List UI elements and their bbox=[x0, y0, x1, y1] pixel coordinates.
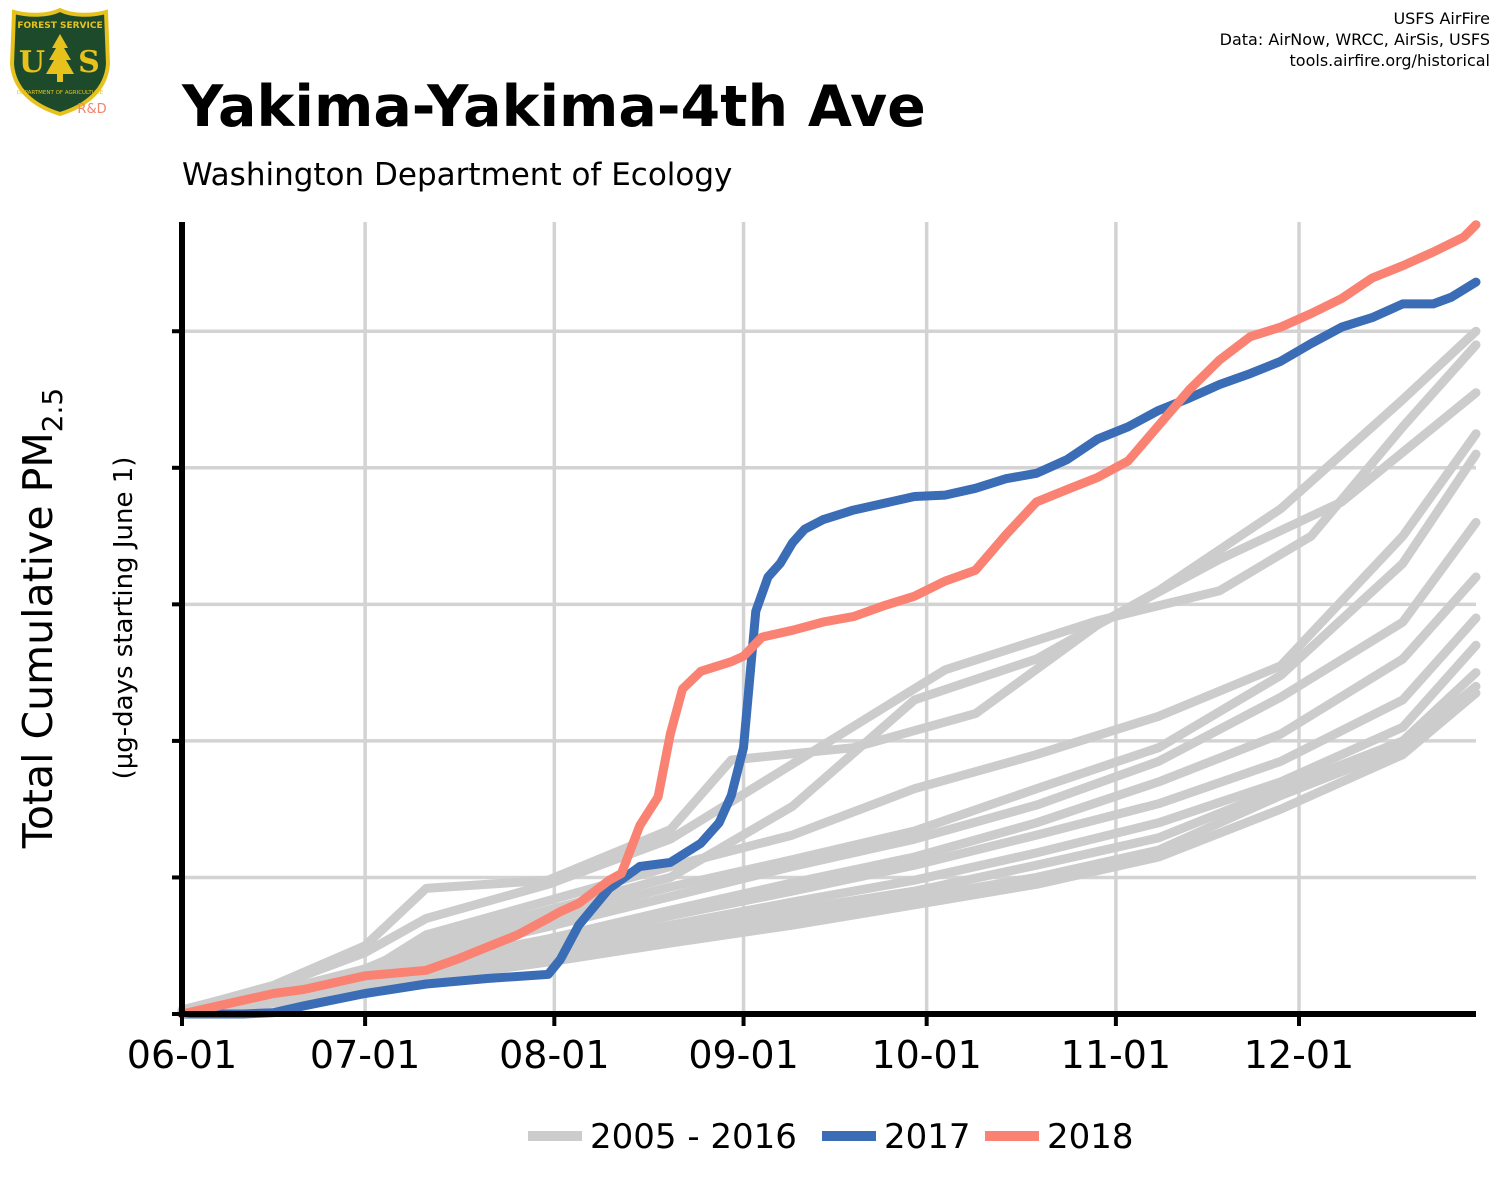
x-tick-label-6: 12-01 bbox=[1244, 1033, 1354, 1077]
chart-title: Yakima-Yakima-4th Ave bbox=[182, 74, 926, 140]
credit-line-2: Data: AirNow, WRCC, AirSis, USFS bbox=[1219, 30, 1490, 49]
axes bbox=[172, 222, 1476, 1026]
series-line-2017 bbox=[177, 277, 1481, 1019]
data-credits: USFS AirFire Data: AirNow, WRCC, AirSis,… bbox=[1220, 8, 1490, 71]
legend-label-0: 2005 - 2016 bbox=[590, 1117, 797, 1157]
credit-line-1: USFS AirFire bbox=[1393, 9, 1490, 28]
legend-label-2: 2018 bbox=[1047, 1117, 1134, 1157]
logo-tree-icon bbox=[46, 34, 74, 74]
forest-service-shield-icon: FOREST SERVICE U S DEPARTMENT OF AGRICUL… bbox=[9, 7, 111, 117]
y-axis-units: (µg-days starting June 1) bbox=[109, 457, 139, 780]
x-tick-labels: 06-01 07-01 08-01 09-01 10-01 11-01 12-01 bbox=[127, 1033, 1354, 1077]
x-tick-label-2: 08-01 bbox=[499, 1033, 609, 1077]
chart-subtitle: Washington Department of Ecology bbox=[182, 157, 733, 193]
x-tick-label-1: 07-01 bbox=[310, 1033, 420, 1077]
logo-letter-u: U bbox=[19, 45, 45, 80]
logo-top-text: FOREST SERVICE bbox=[17, 21, 102, 31]
x-tick-label-5: 11-01 bbox=[1061, 1033, 1171, 1077]
series-line-2018 bbox=[177, 220, 1481, 1019]
x-tick-label-3: 09-01 bbox=[688, 1033, 798, 1077]
x-tick-label-4: 10-01 bbox=[871, 1033, 981, 1077]
logo-bottom-text: DEPARTMENT OF AGRICULTURE bbox=[17, 90, 104, 96]
legend-label-1: 2017 bbox=[884, 1117, 971, 1157]
series-layer bbox=[177, 220, 1481, 1019]
y-axis-label-subscript: 2.5 bbox=[36, 388, 69, 433]
x-tick-label-0: 06-01 bbox=[127, 1033, 237, 1077]
y-axis-label: Total Cumulative PM2.5 bbox=[14, 388, 69, 849]
legend: 2005 - 2016 2017 2018 bbox=[528, 1117, 1134, 1157]
credit-line-3: tools.airfire.org/historical bbox=[1289, 51, 1490, 70]
series-line-gray-0 bbox=[177, 340, 1481, 1015]
series-line-gray-2 bbox=[177, 388, 1481, 1016]
logo-letter-s: S bbox=[78, 45, 100, 80]
y-axis-label-main: Total Cumulative PM bbox=[14, 432, 62, 849]
logo-tag: R&D bbox=[77, 102, 106, 117]
